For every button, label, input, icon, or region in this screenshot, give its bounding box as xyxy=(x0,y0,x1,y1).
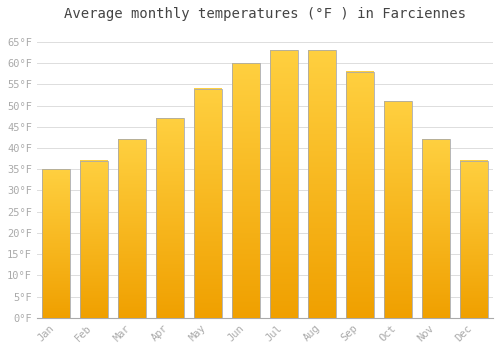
Bar xyxy=(80,161,108,318)
Bar xyxy=(460,161,487,318)
Bar xyxy=(422,140,450,318)
Bar xyxy=(346,71,374,318)
Title: Average monthly temperatures (°F ) in Farciennes: Average monthly temperatures (°F ) in Fa… xyxy=(64,7,466,21)
Bar xyxy=(194,89,222,318)
Bar xyxy=(118,140,146,318)
Bar xyxy=(42,169,70,318)
Bar xyxy=(384,101,411,318)
Bar xyxy=(270,50,297,318)
Bar xyxy=(308,50,336,318)
Bar xyxy=(156,118,184,318)
Bar xyxy=(232,63,260,318)
